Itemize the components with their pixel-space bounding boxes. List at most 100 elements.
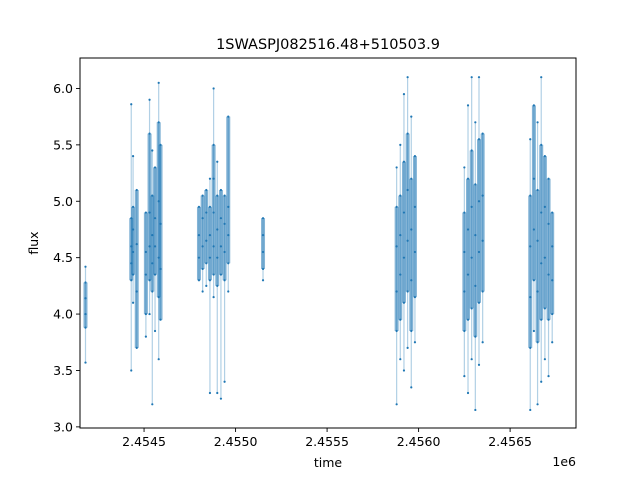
data-point — [481, 194, 484, 197]
data-point — [130, 279, 133, 282]
data-point — [135, 188, 138, 192]
data-point — [466, 391, 470, 395]
data-point — [402, 92, 406, 96]
data-point — [223, 250, 226, 254]
data-point — [406, 188, 409, 192]
data-point — [219, 397, 223, 400]
data-point — [219, 273, 223, 276]
y-tick-label: 5.5 — [53, 137, 73, 152]
data-point — [261, 267, 265, 271]
data-point — [540, 380, 543, 383]
data-point — [157, 296, 160, 299]
x-tick-label: 2.4560 — [397, 434, 441, 449]
data-point — [216, 194, 219, 197]
data-point — [216, 228, 219, 231]
data-point — [130, 245, 133, 248]
data-point — [463, 166, 466, 169]
data-point — [463, 290, 466, 293]
data-point — [153, 329, 157, 333]
data-point — [148, 98, 151, 101]
data-point — [201, 245, 204, 248]
data-point — [131, 155, 135, 158]
data-point — [474, 183, 477, 186]
data-point — [406, 76, 409, 79]
data-point — [208, 391, 212, 395]
data-point — [477, 200, 481, 203]
data-point — [543, 155, 546, 158]
data-point — [216, 256, 219, 259]
data-point — [477, 250, 481, 254]
data-point — [399, 358, 402, 361]
data-point — [130, 217, 133, 220]
data-point — [84, 281, 87, 284]
data-point — [466, 228, 470, 231]
data-point — [547, 318, 550, 321]
data-point — [536, 121, 539, 124]
y-axis-ticks: 3.0 3.5 4.0 4.5 5.0 5.5 6.0 — [53, 81, 80, 434]
data-point — [463, 329, 466, 333]
data-point — [474, 234, 477, 237]
data-point — [216, 160, 219, 163]
data-point — [547, 375, 550, 378]
data-point — [151, 262, 154, 265]
data-point — [135, 290, 138, 293]
data-point — [406, 132, 409, 135]
data-point — [197, 205, 201, 209]
data-point — [84, 326, 87, 329]
data-point — [223, 194, 226, 197]
y-tick-label: 3.5 — [53, 363, 73, 378]
data-point — [153, 245, 157, 248]
data-point — [474, 335, 477, 338]
data-point — [227, 262, 230, 265]
data-point — [197, 234, 201, 237]
data-point — [219, 245, 223, 248]
data-point — [540, 262, 543, 265]
data-point — [551, 279, 554, 282]
data-point — [208, 256, 212, 259]
data-point — [481, 239, 484, 242]
data-point — [551, 245, 554, 248]
x-axis-ticks: 2.4545 2.4550 2.4555 2.4560 2.4565 — [122, 428, 532, 449]
data-point — [413, 250, 417, 254]
data-point — [410, 115, 413, 118]
data-point — [402, 160, 406, 163]
data-points — [84, 76, 554, 412]
data-point — [219, 188, 223, 192]
data-point — [529, 408, 532, 412]
data-point — [470, 205, 473, 209]
data-point — [413, 155, 417, 158]
data-point — [197, 279, 201, 282]
data-point — [153, 273, 157, 276]
data-point — [159, 318, 162, 321]
data-point — [399, 318, 402, 321]
data-point — [205, 284, 208, 287]
data-point — [402, 211, 406, 214]
data-point — [529, 296, 532, 299]
data-point — [540, 211, 543, 214]
data-point — [212, 296, 215, 299]
data-point — [201, 194, 204, 197]
data-point — [227, 234, 230, 237]
data-point — [151, 234, 154, 237]
data-point — [130, 103, 133, 106]
x-tick-label: 2.4565 — [488, 434, 532, 449]
data-point — [402, 369, 406, 372]
data-point — [406, 239, 409, 242]
data-point — [536, 403, 539, 406]
x-tick-label: 2.4555 — [305, 434, 349, 449]
data-point — [159, 222, 162, 225]
data-point — [157, 200, 160, 203]
data-point — [201, 267, 204, 271]
data-point — [410, 329, 413, 333]
data-point — [540, 318, 543, 321]
data-point — [151, 403, 154, 406]
data-point — [470, 307, 473, 310]
data-point — [148, 279, 151, 282]
data-point — [148, 211, 151, 214]
data-point — [466, 177, 470, 180]
data-point — [261, 217, 265, 220]
data-point — [536, 290, 539, 293]
data-point — [543, 256, 546, 259]
data-point — [153, 217, 157, 220]
data-point — [153, 166, 157, 169]
